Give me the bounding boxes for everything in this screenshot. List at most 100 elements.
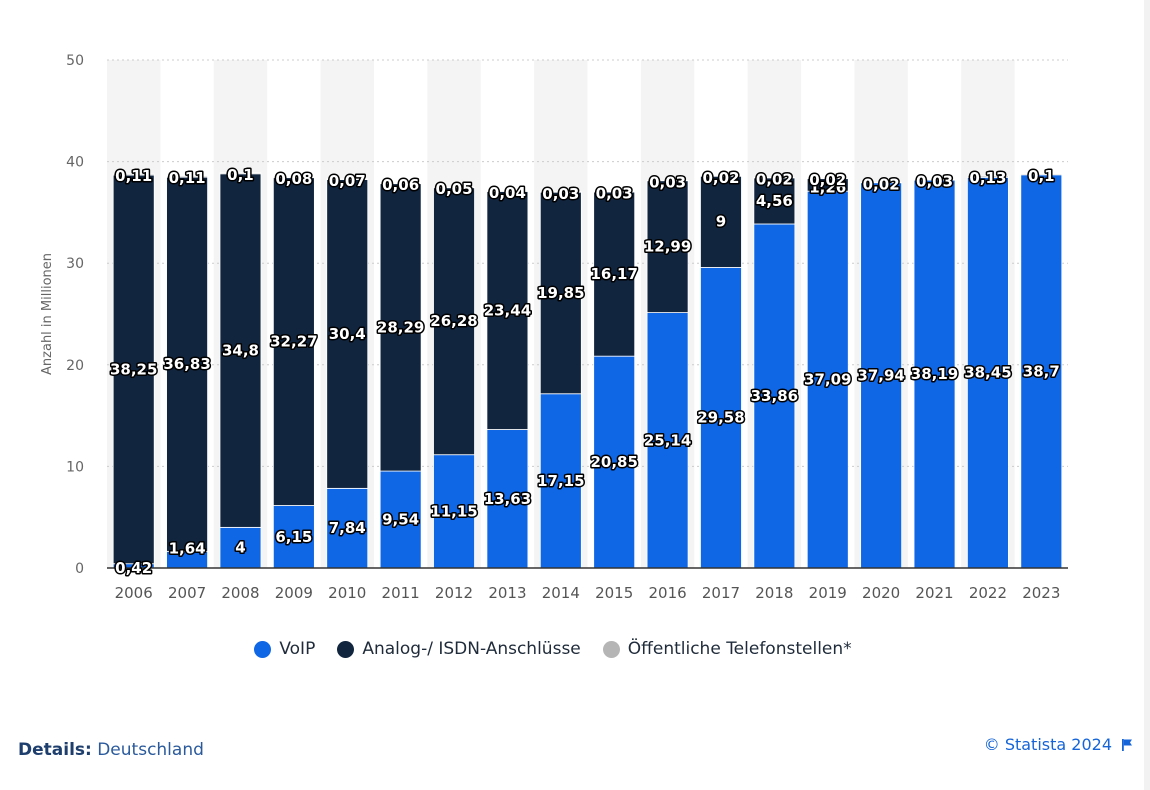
- data-label-analog: 30,4: [329, 325, 366, 343]
- bar-voip: [539, 393, 582, 569]
- x-tick-label: 2013: [488, 584, 526, 602]
- data-label-voip: 37,94: [857, 366, 904, 384]
- bar-public: [539, 191, 582, 193]
- flag-icon[interactable]: [1120, 738, 1134, 752]
- bar-public: [272, 176, 315, 179]
- data-label-public: 0,08: [275, 170, 312, 188]
- x-tick-label: 2016: [648, 584, 686, 602]
- legend: VoIP Analog-/ ISDN-Anschlüsse Öffentlich…: [0, 639, 1106, 659]
- bar-public: [379, 182, 422, 185]
- bar-analog: [433, 187, 475, 456]
- data-label-public: 0,02: [756, 170, 793, 188]
- data-label-analog: 9: [716, 213, 726, 231]
- data-label-public: 0,13: [969, 169, 1006, 187]
- details[interactable]: Details: Deutschland: [18, 740, 204, 760]
- data-label-voip: 33,86: [751, 387, 798, 405]
- x-tick-label: 2014: [542, 584, 580, 602]
- data-label-analog: 1,26: [809, 178, 846, 196]
- y-axis-label: Anzahl in Millionen: [40, 253, 55, 375]
- data-label-analog: 4,56: [756, 192, 793, 210]
- data-label-public: 0,07: [329, 172, 366, 190]
- data-label-analog: 19,85: [537, 284, 584, 302]
- bar-analog: [539, 191, 582, 395]
- data-label-analog: 34,8: [222, 342, 259, 360]
- data-label-voip: 29,58: [697, 409, 744, 427]
- x-tick-label: 2017: [702, 584, 740, 602]
- legend-item-public[interactable]: Öffentliche Telefonstellen*: [602, 639, 852, 659]
- bar-voip: [326, 487, 369, 569]
- data-label-voip: 11,15: [430, 502, 477, 520]
- x-tick-label: 2020: [862, 584, 900, 602]
- bar-public: [913, 179, 956, 181]
- y-tick-label: 20: [66, 358, 84, 374]
- bar-voip: [753, 223, 796, 569]
- data-label-public: 0,03: [542, 185, 579, 203]
- bar-analog: [646, 180, 689, 313]
- bar-voip: [700, 267, 742, 569]
- data-label-analog: 12,99: [644, 238, 691, 256]
- data-label-voip: 6,15: [275, 528, 312, 546]
- x-tick-label: 2006: [115, 584, 153, 602]
- bar-voip: [806, 190, 849, 569]
- x-tick-label: 2021: [915, 584, 953, 602]
- x-tick-label: 2018: [755, 584, 793, 602]
- data-label-voip: 13,63: [484, 490, 531, 508]
- x-tick-label: 2019: [809, 584, 847, 602]
- data-label-voip: 1,64: [169, 539, 206, 557]
- data-label-voip: 20,85: [590, 453, 637, 471]
- data-label-voip: 37,09: [804, 371, 851, 389]
- bar-public: [646, 179, 689, 182]
- copyright-text: © Statista 2024: [983, 735, 1112, 754]
- data-label-public: 0,05: [436, 180, 473, 198]
- x-tick-label: 2007: [168, 584, 206, 602]
- bar-public: [806, 177, 849, 180]
- data-label-voip: 0,42: [115, 559, 152, 577]
- x-tick-label: 2009: [275, 584, 313, 602]
- x-tick-label: 2023: [1022, 584, 1060, 602]
- x-tick-label: 2012: [435, 584, 473, 602]
- bar-analog: [326, 179, 369, 489]
- y-tick-label: 30: [66, 256, 84, 272]
- legend-marker-voip: [254, 640, 272, 658]
- data-label-public: 0,03: [596, 185, 633, 203]
- y-tick-label: 40: [66, 155, 84, 171]
- legend-item-voip[interactable]: VoIP: [254, 639, 315, 659]
- data-label-public: 0,03: [649, 173, 686, 191]
- data-label-public: 0,11: [115, 167, 152, 185]
- bar-public: [967, 175, 1009, 178]
- bar-analog: [486, 190, 529, 430]
- legend-label-public: Öffentliche Telefonstellen*: [627, 639, 852, 659]
- data-label-public: 0,02: [702, 169, 739, 187]
- data-label-analog: 26,28: [430, 312, 477, 330]
- x-tick-label: 2010: [328, 584, 366, 602]
- data-label-public: 0,02: [863, 175, 900, 193]
- bar-analog: [272, 177, 315, 506]
- y-tick-label: 50: [66, 53, 84, 69]
- bar-analog: [753, 177, 796, 225]
- data-label-voip: 4: [235, 539, 245, 557]
- bar-voip: [219, 526, 262, 569]
- data-label-analog: 28,29: [377, 318, 424, 336]
- data-label-voip: 38,19: [911, 365, 958, 383]
- data-label-public: 0,02: [809, 171, 846, 189]
- copyright[interactable]: © Statista 2024: [984, 735, 1134, 754]
- bar-analog: [219, 173, 262, 528]
- bar-public: [219, 172, 262, 175]
- data-label-voip: 38,45: [964, 364, 1011, 382]
- bar-voip: [1020, 174, 1063, 569]
- data-label-voip: 7,84: [329, 519, 366, 537]
- data-label-public: 0,11: [169, 169, 206, 187]
- bar-voip: [646, 312, 689, 569]
- bar-public: [112, 173, 155, 176]
- data-label-public: 0,1: [1028, 167, 1055, 185]
- bar-public: [700, 175, 742, 177]
- bar-analog: [700, 175, 742, 268]
- data-label-public: 0,06: [382, 176, 419, 194]
- details-label: Details:: [18, 740, 92, 760]
- data-label-public: 0,03: [916, 173, 953, 191]
- data-label-voip: 38,7: [1023, 362, 1060, 380]
- data-label-analog: 32,27: [270, 333, 317, 351]
- legend-item-analog[interactable]: Analog-/ ISDN-Anschlüsse: [337, 639, 581, 659]
- scrollbar-track[interactable]: [1144, 0, 1150, 790]
- bar-voip: [593, 355, 636, 569]
